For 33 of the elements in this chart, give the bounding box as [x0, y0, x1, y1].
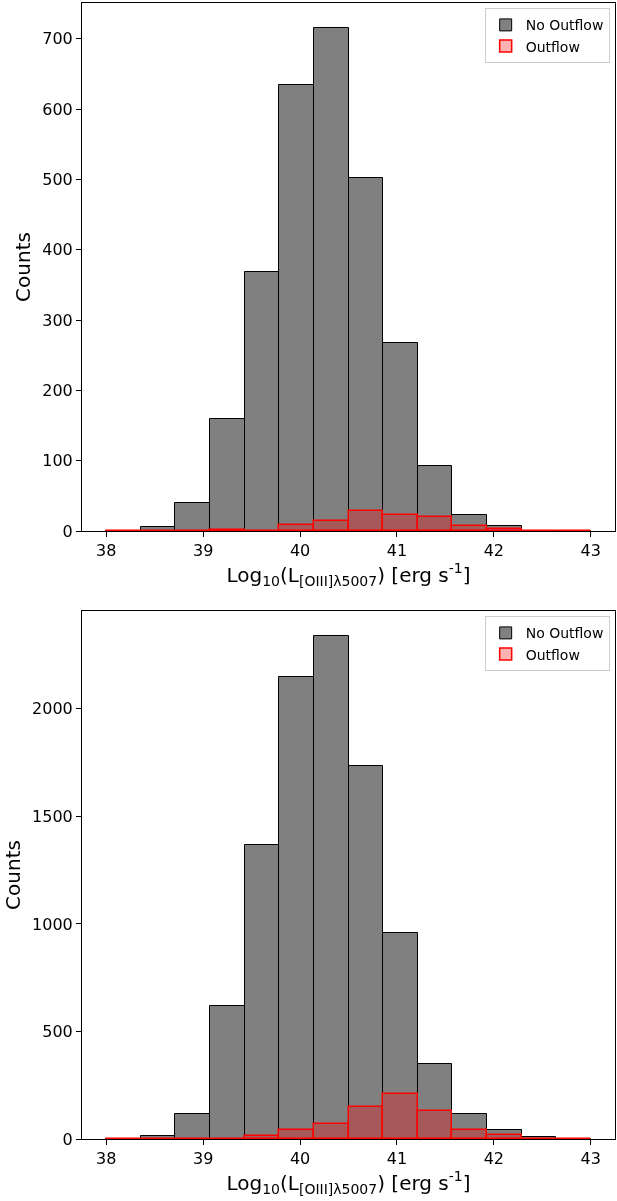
y-axis-title: Counts [0, 840, 25, 910]
y-tick-label: 500 [42, 1022, 73, 1042]
y-tick-label: 700 [42, 29, 73, 49]
legend-label: No Outflow [525, 625, 604, 642]
y-tick-label: 1500 [32, 806, 73, 826]
y-tick-label: 0 [62, 1129, 73, 1149]
x-tick-label: 39 [192, 1149, 214, 1169]
y-tick-label: 500 [42, 170, 73, 190]
x-axis-title: Log$_{10}$(L$_{[OIII]λ5007}$) [erg s$^{-1}$] [226, 560, 471, 589]
legend-label: No Outflow [525, 17, 604, 34]
y-tick-label: 0 [62, 521, 73, 541]
y-tick-label: 1000 [32, 914, 73, 934]
legend-label: Outflow [525, 38, 580, 55]
x-tick-label: 40 [289, 1149, 311, 1169]
x-tick-label: 42 [483, 1149, 505, 1169]
y-tick-label: 2000 [32, 699, 73, 719]
y-tick-label: 300 [42, 310, 73, 330]
x-tick-label: 40 [289, 541, 311, 561]
x-tick-label: 38 [96, 541, 117, 561]
y-tick-label: 600 [42, 99, 73, 119]
legend-label: Outflow [525, 646, 580, 663]
y-axis-title: Counts [10, 232, 35, 302]
x-tick-label: 39 [192, 541, 214, 561]
x-axis-title: Log$_{10}$(L$_{[OIII]λ5007}$) [erg s$^{-1}$] [226, 1168, 471, 1197]
y-tick-label: 100 [42, 451, 73, 471]
x-tick-label: 41 [386, 1149, 408, 1169]
x-tick-label: 38 [96, 1149, 117, 1169]
x-tick-label: 41 [386, 541, 408, 561]
y-tick-label: 200 [42, 380, 73, 400]
y-tick-label: 400 [42, 240, 73, 260]
x-tick-label: 43 [580, 541, 601, 561]
x-tick-label: 43 [580, 1149, 601, 1169]
x-tick-label: 42 [483, 541, 505, 561]
